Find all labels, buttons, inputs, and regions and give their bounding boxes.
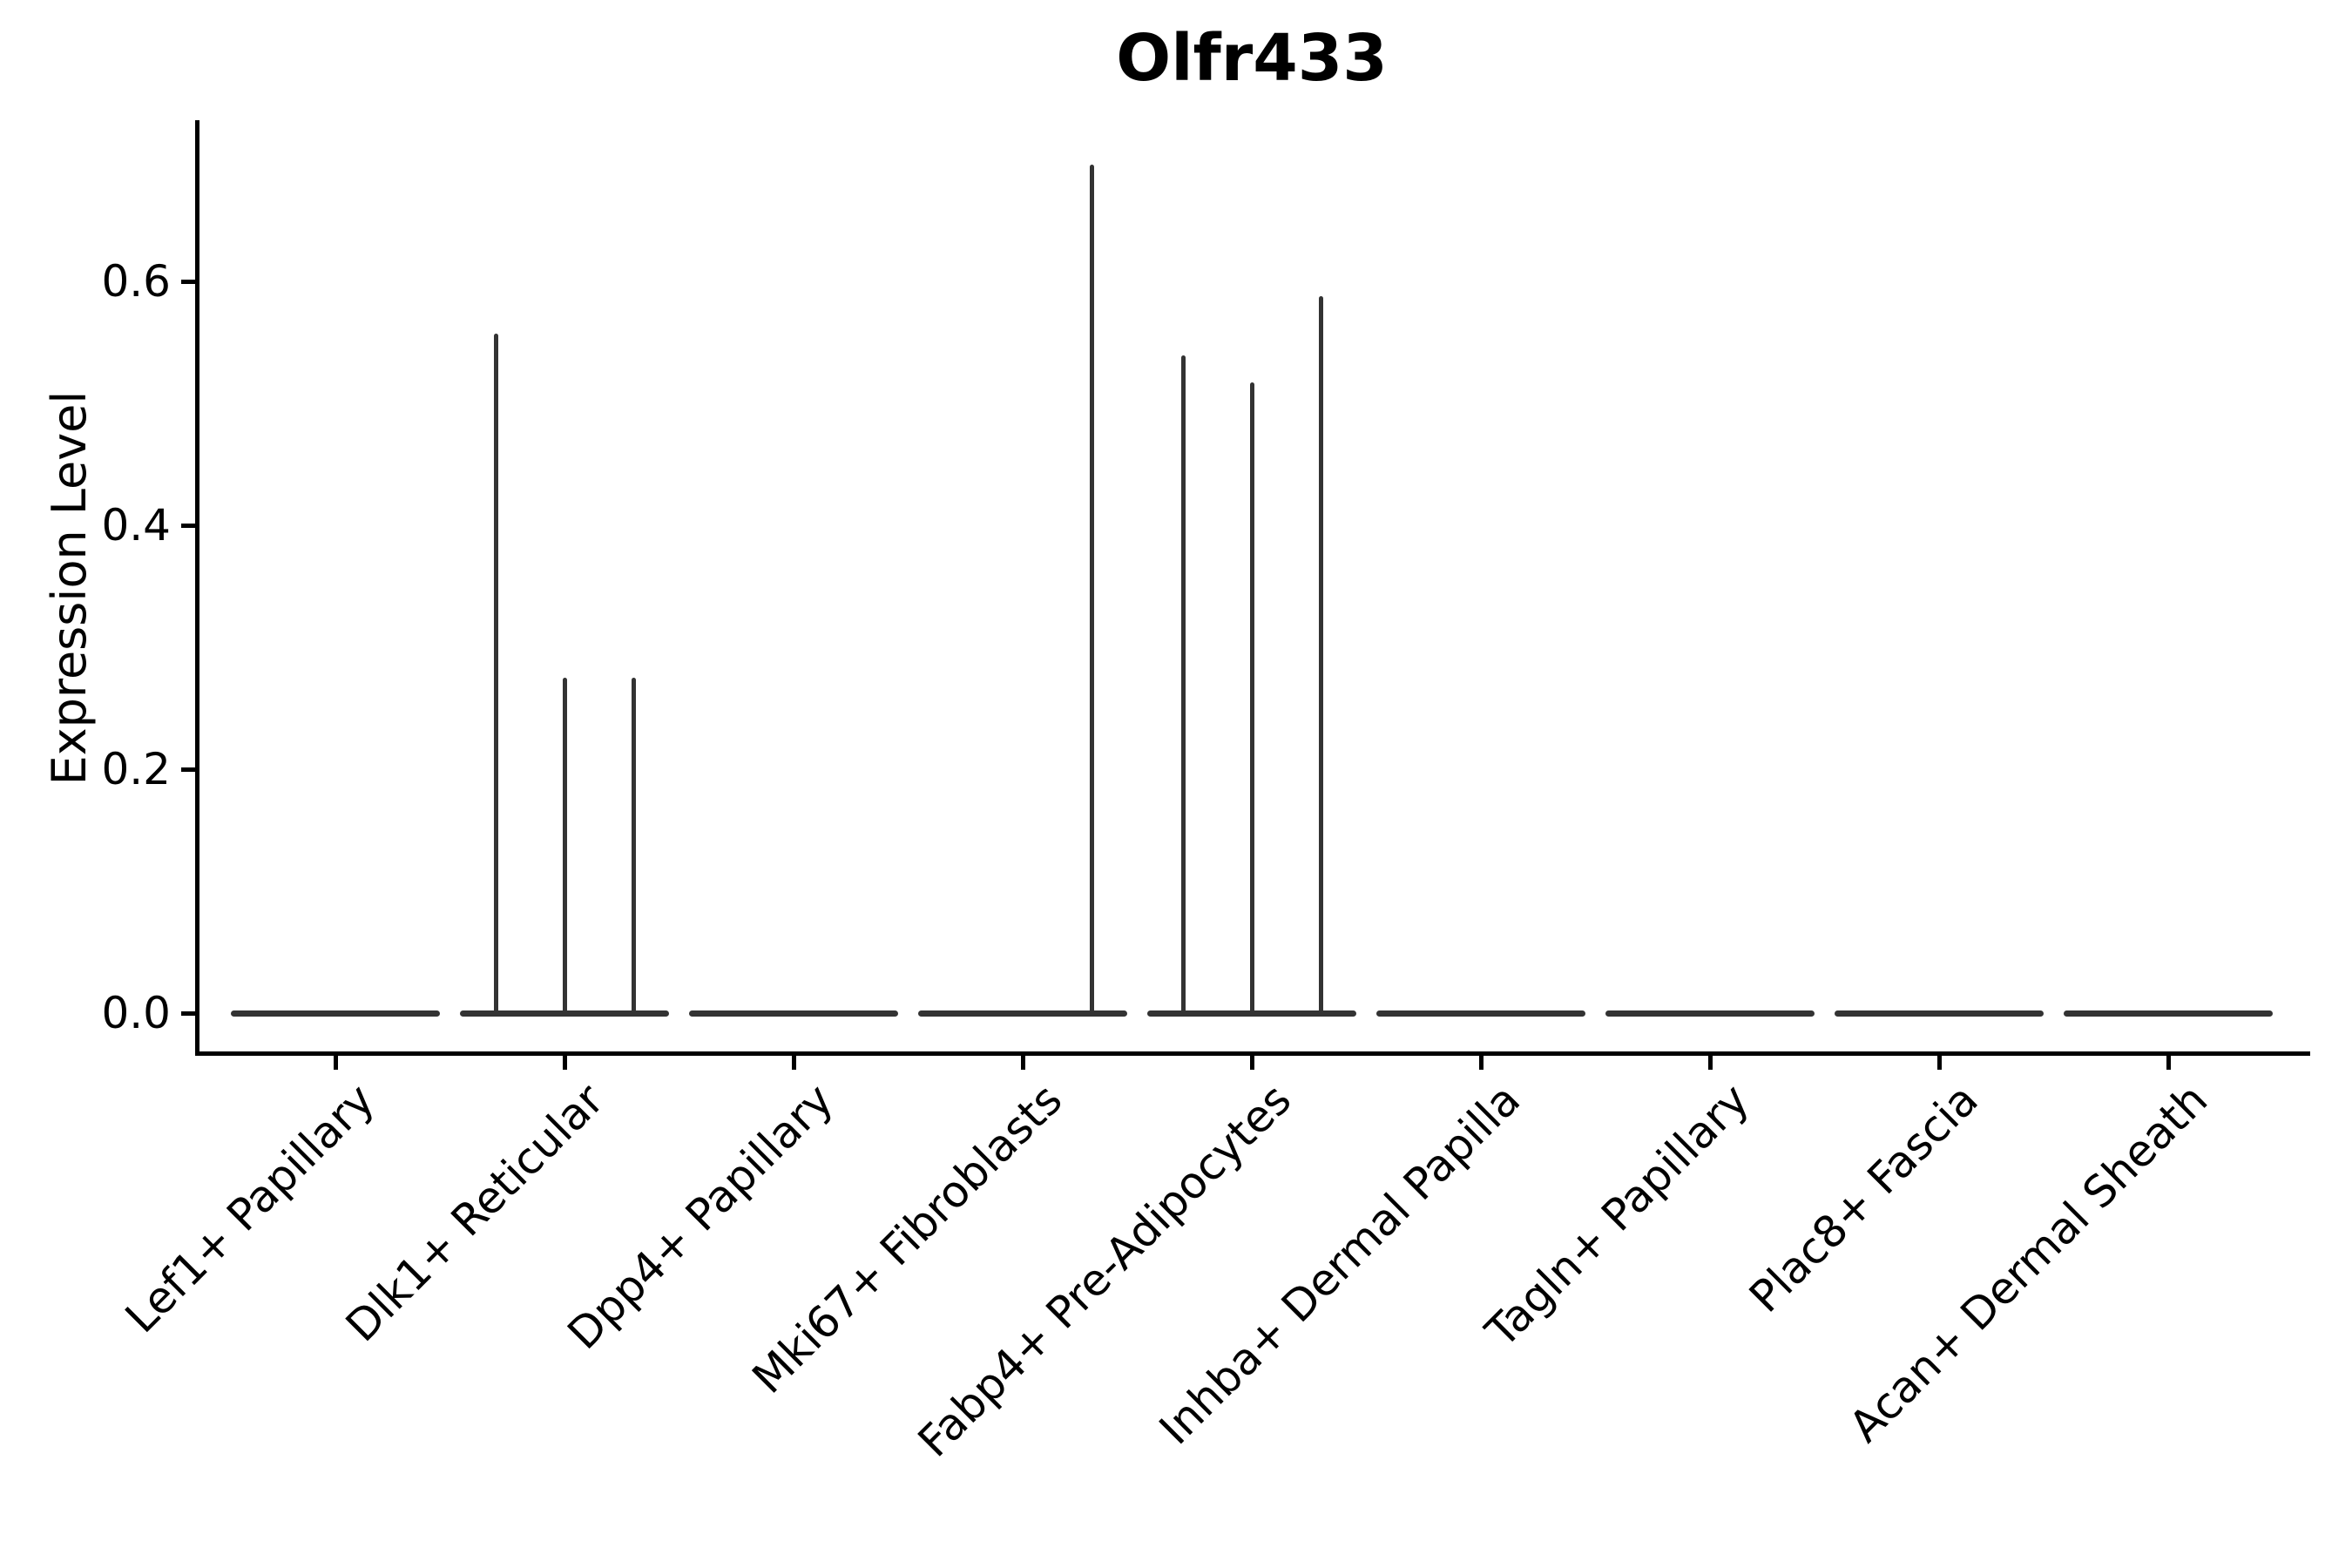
y-tick <box>181 524 197 528</box>
violin-spike <box>1181 355 1186 1013</box>
x-tick-label: Fabp4+ Pre-Adipocytes <box>908 1074 1301 1467</box>
x-tick <box>1021 1056 1025 1070</box>
violin-baseline <box>1835 1010 2044 1017</box>
y-axis-spine <box>195 120 199 1056</box>
y-tick-label: 0.6 <box>101 256 171 307</box>
y-tick <box>181 280 197 284</box>
x-tick <box>1250 1056 1254 1070</box>
x-axis-spine <box>195 1051 2310 1056</box>
violin-baseline <box>2064 1010 2273 1017</box>
x-tick-label: Lef1+ Papillary <box>116 1074 385 1343</box>
violin-spike <box>563 678 567 1013</box>
chart-title: Olfr433 <box>1116 21 1388 96</box>
x-tick <box>1937 1056 1942 1070</box>
x-tick <box>1479 1056 1484 1070</box>
violin-baseline <box>1147 1010 1356 1017</box>
x-tick-label: Dlk1+ Reticular <box>336 1074 614 1352</box>
x-tick <box>334 1056 338 1070</box>
x-tick <box>1708 1056 1713 1070</box>
y-axis-label: Expression Level <box>42 390 97 786</box>
x-tick <box>2166 1056 2171 1070</box>
y-tick-label: 0.0 <box>101 988 171 1038</box>
y-tick <box>181 767 197 772</box>
x-tick-label: Plac8+ Fascia <box>1740 1074 1989 1322</box>
y-tick-label: 0.2 <box>101 744 171 794</box>
violin-spike <box>494 334 498 1013</box>
violin-baseline <box>460 1010 669 1017</box>
y-tick-label: 0.4 <box>101 500 171 551</box>
violin-spike <box>1319 295 1323 1013</box>
violin-spike <box>1250 382 1254 1013</box>
x-tick <box>563 1056 567 1070</box>
x-tick <box>792 1056 796 1070</box>
y-tick <box>181 1011 197 1016</box>
violin-baseline <box>231 1010 440 1017</box>
violin-baseline <box>1605 1010 1815 1017</box>
violin-baseline <box>1376 1010 1585 1017</box>
violin-baseline <box>918 1010 1127 1017</box>
violin-baseline <box>689 1010 898 1017</box>
violin-spike <box>1090 164 1094 1013</box>
violin-spike <box>632 678 636 1013</box>
